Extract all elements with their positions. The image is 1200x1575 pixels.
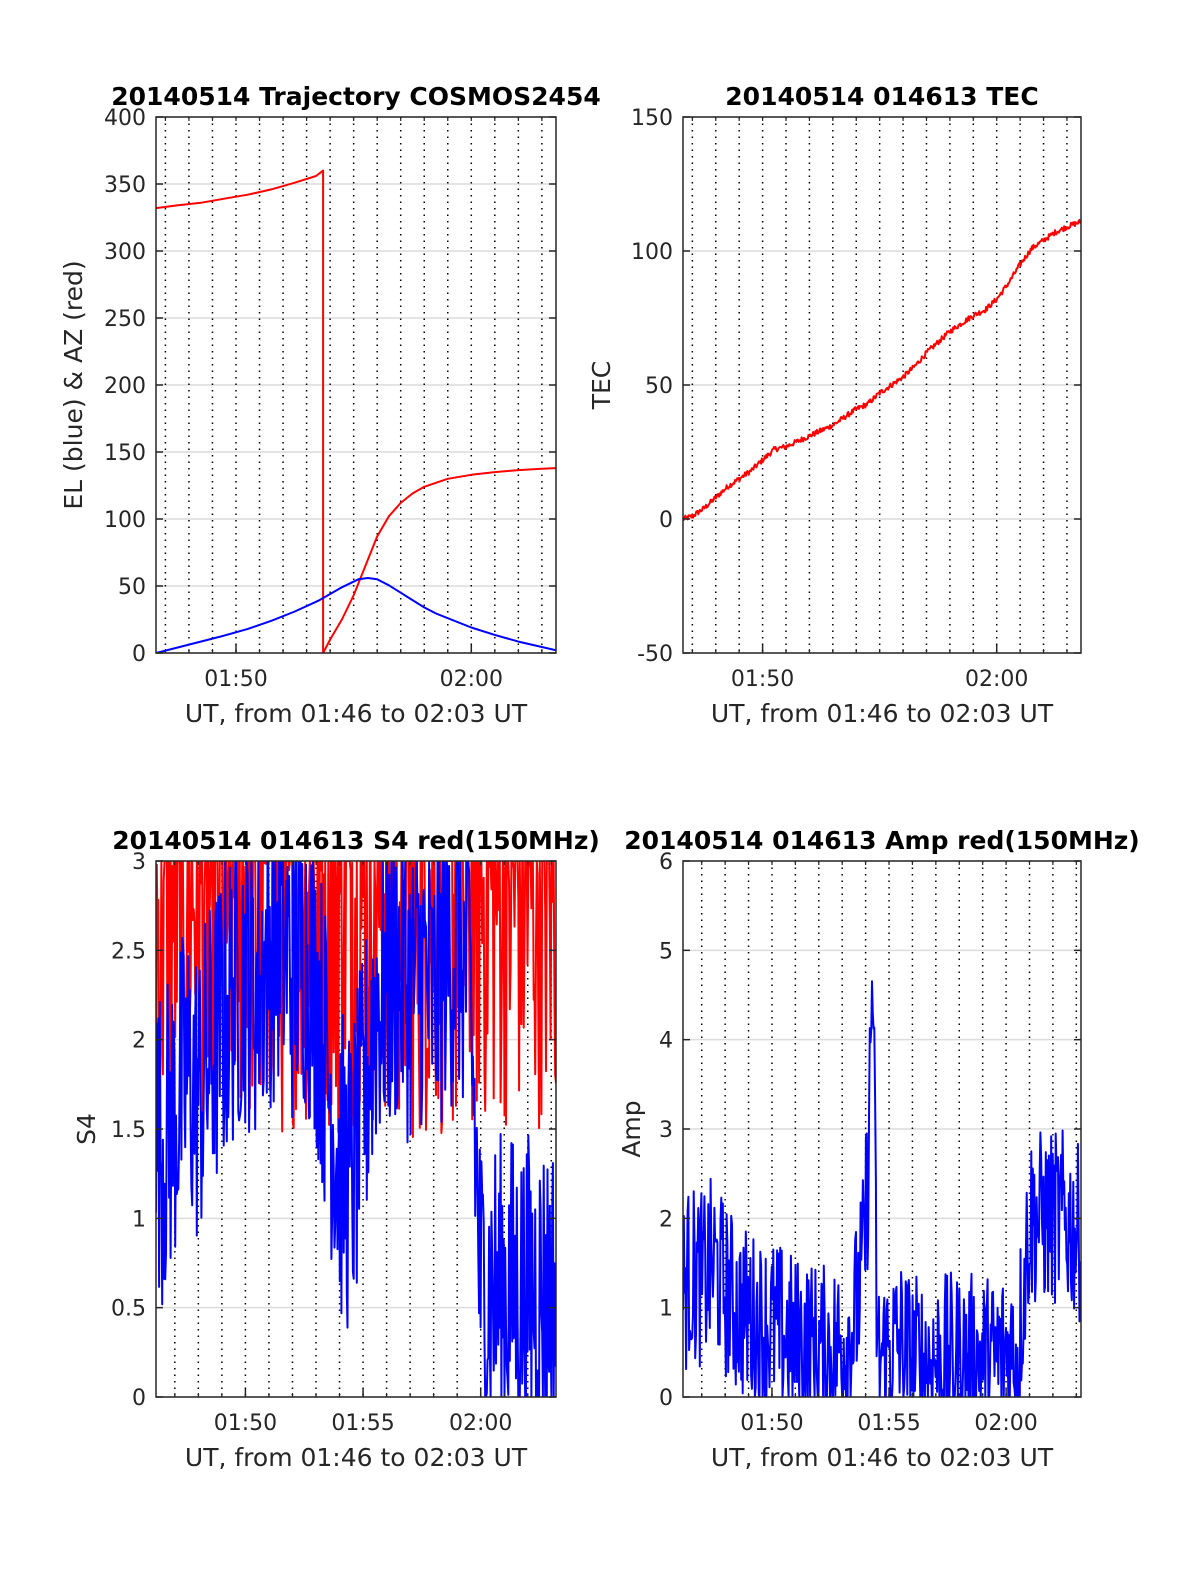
series-line-1: [683, 218, 1081, 521]
x-tick-label: 01:50: [731, 667, 794, 692]
y-tick-label: 0: [132, 642, 146, 667]
series-line-2: [156, 577, 556, 653]
x-tick-label: 01:50: [204, 667, 267, 692]
y-tick-label: 50: [645, 374, 673, 399]
y-tick-label: 400: [104, 106, 146, 131]
chart-title: 20140514 014613 S4 red(150MHz): [112, 826, 600, 855]
y-tick-label: 0: [132, 1386, 146, 1411]
x-tick-label: 01:50: [214, 1411, 277, 1436]
chart-title: 20140514 014613 TEC: [725, 82, 1038, 111]
y-tick-label: 2: [132, 1029, 146, 1054]
x-tick-label: 01:50: [740, 1411, 803, 1436]
y-tick-label: 6: [659, 850, 673, 875]
y-tick-label: 1: [132, 1207, 146, 1232]
y-tick-label: 3: [132, 850, 146, 875]
x-tick-label: 02:00: [974, 1411, 1037, 1436]
x-axis-label: UT, from 01:46 to 02:03 UT: [185, 1443, 528, 1472]
y-tick-label: 200: [104, 374, 146, 399]
y-tick-label: 300: [104, 240, 146, 265]
x-tick-label: 02:00: [965, 667, 1028, 692]
y-axis-label: TEC: [587, 361, 616, 411]
series-line-2: [156, 861, 556, 1397]
y-tick-label: 50: [118, 575, 146, 600]
y-tick-label: 1.5: [111, 1118, 146, 1143]
x-tick-label: 02:00: [449, 1411, 512, 1436]
y-tick-label: 150: [631, 106, 673, 131]
y-tick-label: 1: [659, 1297, 673, 1322]
y-tick-label: 100: [104, 508, 146, 533]
y-tick-label: 2: [659, 1207, 673, 1232]
y-tick-label: 0.5: [111, 1297, 146, 1322]
y-tick-label: 350: [104, 173, 146, 198]
y-tick-label: 150: [104, 441, 146, 466]
y-axis-label: Amp: [617, 1100, 646, 1157]
x-axis-label: UT, from 01:46 to 02:03 UT: [185, 699, 528, 728]
y-tick-label: 0: [659, 508, 673, 533]
x-axis-label: UT, from 01:46 to 02:03 UT: [711, 699, 1054, 728]
chart-title: 20140514 014613 Amp red(150MHz): [624, 826, 1140, 855]
y-axis-label: S4: [72, 1113, 101, 1145]
x-tick-label: 01:55: [857, 1411, 920, 1436]
y-tick-label: 2.5: [111, 939, 146, 964]
y-tick-label: -50: [637, 642, 673, 667]
panel-tec: -50 0 50 100 150 01:50 02:00 20140514 014613 TE…: [587, 82, 1082, 728]
panel-s4: 0 0.5 1 1.5 2 2.5 3 01:50 01:55 02:00 20140514 014…: [72, 826, 600, 1472]
series-line-1: [156, 169, 556, 653]
x-axis-label: UT, from 01:46 to 02:03 UT: [711, 1443, 1054, 1472]
panel-trajectory: 0 50 100 150 200 250 300 350 400 01:50 02:00 201405…: [59, 82, 601, 728]
y-axis-label: EL (blue) & AZ (red): [59, 260, 88, 509]
chart-title: 20140514 Trajectory COSMOS2454: [111, 82, 601, 111]
x-tick-label: 02:00: [440, 667, 503, 692]
y-tick-label: 5: [659, 939, 673, 964]
y-tick-label: 3: [659, 1118, 673, 1143]
x-tick-label: 01:55: [331, 1411, 394, 1436]
y-tick-label: 100: [631, 240, 673, 265]
panel-amp: 0 1 2 3 4 5 6 01:50 01:55 02:00 20140514 014613 Am…: [617, 826, 1140, 1472]
y-tick-label: 0: [659, 1386, 673, 1411]
y-tick-label: 4: [659, 1029, 673, 1054]
series-line-1: [683, 980, 1081, 1397]
y-tick-label: 250: [104, 307, 146, 332]
